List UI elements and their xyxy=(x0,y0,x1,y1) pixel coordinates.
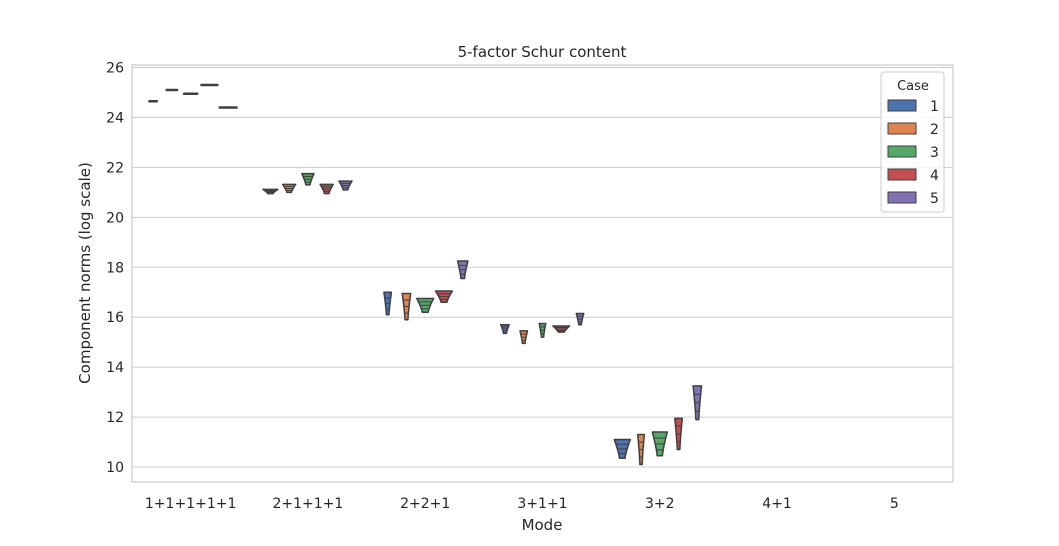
legend-label-4: 4 xyxy=(930,168,939,184)
violin-case-4 xyxy=(319,183,335,195)
violin-case-1 xyxy=(383,291,393,316)
x-tick-label: 2+2+1 xyxy=(400,496,450,512)
violin-case-5 xyxy=(575,312,585,326)
violin-case-5 xyxy=(692,385,703,421)
x-tick-label: 2+1+1+1 xyxy=(273,496,344,512)
violin-case-2 xyxy=(519,330,529,345)
axis-ticks: 10 12 14 16 18 20 22 24 26 1+1+1+1+1 2+1+1+1 2+2+1 3… xyxy=(106,60,899,512)
y-tick-label: 12 xyxy=(106,410,124,426)
plot-frame xyxy=(131,64,954,483)
y-axis-label: Component norms (log scale) xyxy=(76,162,94,384)
y-tick-label: 16 xyxy=(106,310,124,326)
plot-area-background xyxy=(132,65,953,482)
legend-swatch-1 xyxy=(887,99,917,112)
legend-swatch-5 xyxy=(887,191,917,204)
legend-swatch-2 xyxy=(887,122,917,135)
x-tick-label: 4+1 xyxy=(762,496,792,512)
y-tick-label: 10 xyxy=(106,460,124,476)
legend-swatch-3 xyxy=(887,145,917,158)
x-tick-label: 3+2 xyxy=(645,496,675,512)
legend-label-3: 3 xyxy=(930,145,939,161)
y-tick-label: 26 xyxy=(106,60,124,76)
legend: Case 1 2 3 4 5 xyxy=(880,71,945,213)
x-axis-label: Mode xyxy=(522,516,563,534)
violin-marks xyxy=(148,83,703,466)
y-tick-label: 18 xyxy=(106,260,124,276)
violin-case-2 xyxy=(401,292,412,321)
gridlines xyxy=(132,66,953,468)
violin-case-3 xyxy=(416,297,435,313)
violin-case-1 xyxy=(500,323,510,335)
y-tick-label: 14 xyxy=(106,360,124,376)
violin-case-2 xyxy=(281,183,297,194)
violin-case-4 xyxy=(552,325,571,333)
legend-label-2: 2 xyxy=(930,122,939,138)
violin-case-3 xyxy=(651,431,669,457)
violin-case-5 xyxy=(338,180,353,191)
chart-title: 5-factor Schur content xyxy=(458,43,627,61)
violin-case-3 xyxy=(538,322,547,338)
legend-label-1: 1 xyxy=(930,99,939,115)
x-tick-label: 5 xyxy=(890,496,899,512)
x-tick-label: 3+1+1 xyxy=(517,496,567,512)
violin-case-5 xyxy=(456,260,469,280)
violin-case-4 xyxy=(674,417,684,451)
legend-title: Case xyxy=(897,79,929,94)
violin-case-1 xyxy=(262,188,279,195)
violin-case-2 xyxy=(636,433,646,466)
legend-swatch-4 xyxy=(887,168,917,181)
violin-case-3 xyxy=(301,172,315,186)
x-tick-label: 1+1+1+1+1 xyxy=(145,496,236,512)
y-tick-label: 20 xyxy=(106,210,124,226)
y-tick-label: 24 xyxy=(106,110,124,126)
y-tick-label: 22 xyxy=(106,160,124,176)
violin-case-1 xyxy=(613,438,631,460)
violin-case-4 xyxy=(434,290,454,303)
legend-label-5: 5 xyxy=(930,191,939,207)
